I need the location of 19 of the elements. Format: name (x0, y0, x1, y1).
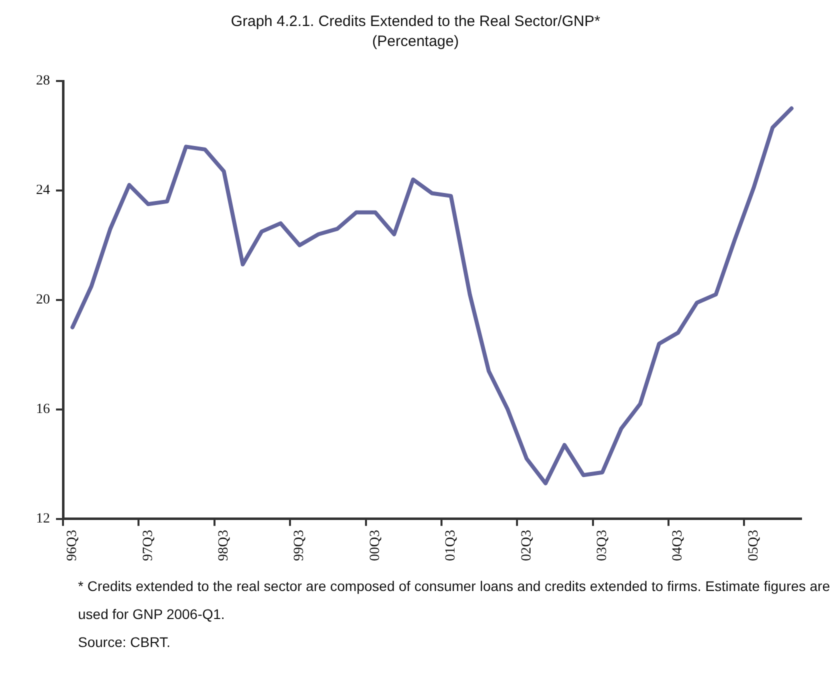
x-tick-label: 97Q3 (140, 530, 156, 562)
x-tick-label: 03Q3 (594, 530, 610, 562)
y-tick-label: 16 (36, 402, 50, 418)
source-note: Source: CBRT. (78, 633, 172, 652)
y-tick-label: 28 (36, 74, 50, 89)
y-tick-label: 20 (36, 292, 50, 308)
x-tick-label: 01Q3 (444, 530, 459, 562)
x-tick-label: 98Q3 (216, 530, 232, 562)
x-tick-label: 00Q3 (368, 530, 383, 562)
x-tick-label: 04Q3 (670, 530, 686, 562)
x-tick-label: 99Q3 (292, 530, 308, 562)
y-tick-label: 12 (36, 512, 50, 527)
text: * Credits extended to the real sector are composed of consumer loans and credits extended to firms. Estimate figures are used for GNP 2006-Q1. (78, 577, 830, 624)
x-tick-label: 96Q3 (65, 530, 80, 562)
x-tick-label: 05Q3 (746, 530, 762, 562)
y-tick-label: 24 (36, 183, 50, 198)
chart-title: Graph 4.2.1. Credits Extended to the Real Sector/GNP* (230, 13, 600, 30)
chart-subtitle: (Percentage) (372, 33, 459, 50)
x-tick-label: 02Q3 (519, 530, 534, 562)
